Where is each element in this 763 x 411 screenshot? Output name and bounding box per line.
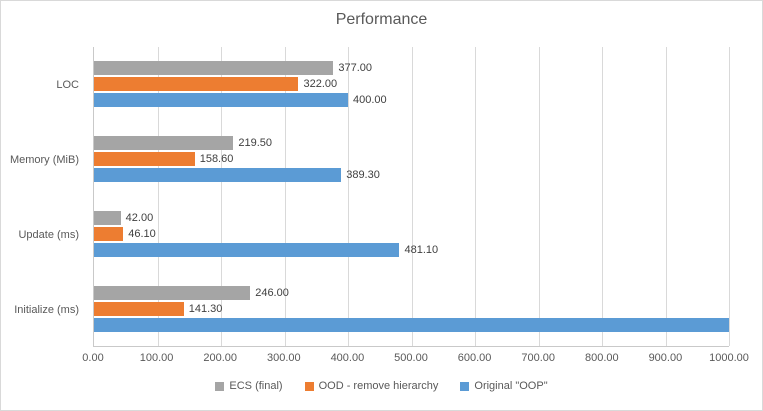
- data-label: 377.00: [338, 62, 373, 75]
- x-tick-label: 600.00: [457, 352, 492, 364]
- x-tick-label: 1000.00: [709, 352, 749, 364]
- category-label: Memory (MiB): [9, 153, 79, 166]
- bar: [94, 301, 184, 316]
- data-label: 42.00: [125, 211, 154, 224]
- gridline: [157, 47, 159, 346]
- gridline: [221, 47, 222, 346]
- bar: [94, 93, 348, 108]
- bar-row: 42.00: [94, 210, 729, 225]
- bar-row: 322.00: [94, 77, 729, 92]
- data-label: 158.60: [199, 153, 234, 166]
- legend-swatch: [304, 381, 314, 391]
- bar-row: 481.10: [94, 242, 729, 257]
- gridline: [729, 47, 730, 346]
- category-band: 219.50 158.60 389.30: [94, 122, 729, 197]
- gridline: [284, 47, 286, 346]
- category-band: 246.00 141.30: [94, 271, 729, 346]
- data-label: 389.30: [346, 169, 380, 182]
- x-tick-label: 800.00: [584, 352, 619, 364]
- bar-groups: 377.00 322.00 400.00 219.50 158.60 389.30 42.0…: [94, 47, 729, 346]
- bar: [94, 168, 342, 183]
- gridline: [665, 47, 667, 346]
- x-tick-label: 300.00: [266, 352, 301, 364]
- x-tick-label: 500.00: [394, 352, 428, 364]
- bar-row: 377.00: [94, 61, 729, 76]
- category-label: LOC: [56, 78, 79, 91]
- x-tick-label: 400.00: [330, 352, 365, 364]
- bar: [94, 226, 124, 241]
- x-tick-label: 900.00: [648, 352, 683, 364]
- gridline: [538, 47, 540, 346]
- bar: [94, 77, 299, 92]
- data-label: 246.00: [255, 286, 289, 299]
- x-tick-label: 0.00: [82, 352, 104, 364]
- chart-title: Performance: [335, 11, 428, 28]
- legend-label: OOD - remove hierarchy: [318, 380, 439, 392]
- bar: [94, 242, 400, 257]
- category-label: Initialize (ms): [14, 303, 79, 316]
- gridline: [348, 47, 349, 346]
- category-band: 377.00 322.00 400.00: [94, 47, 729, 122]
- bar: [94, 317, 729, 332]
- gridline: [475, 47, 476, 346]
- gridline: [411, 47, 413, 346]
- bar-row: 246.00: [94, 285, 729, 300]
- bar-row: 389.30: [94, 168, 729, 183]
- x-tick-label: 700.00: [521, 352, 556, 364]
- bar-row: 158.60: [94, 152, 729, 167]
- bar-row: 219.50: [94, 136, 729, 151]
- data-label: 400.00: [353, 94, 387, 107]
- category-label: Update (ms): [18, 228, 79, 241]
- bar: [94, 152, 195, 167]
- data-label: 141.30: [188, 302, 223, 315]
- legend: ECS (final) OOD - remove hierarchy Origina…: [1, 380, 762, 392]
- bar: [94, 210, 121, 225]
- legend-swatch: [215, 381, 225, 391]
- bar: [94, 136, 234, 151]
- legend-label: ECS (final): [229, 380, 283, 392]
- legend-swatch: [460, 381, 470, 391]
- bar: [94, 285, 251, 300]
- legend-item: Original "OOP": [460, 380, 548, 392]
- data-label: 46.10: [128, 227, 156, 240]
- legend-item: ECS (final): [215, 380, 283, 392]
- data-label: 219.50: [238, 137, 273, 150]
- gridline: [602, 47, 603, 346]
- category-band: 42.00 46.10 481.10: [94, 197, 729, 272]
- x-tick-label: 200.00: [203, 352, 238, 364]
- x-axis-tick-labels: 0.00 100.00 200.00 300.00 400.00 500.00 600.00…: [82, 352, 749, 368]
- legend-item: OOD - remove hierarchy: [304, 380, 439, 392]
- bar-row: 141.30: [94, 301, 729, 316]
- y-axis-category-labels: LOC Memory (MiB) Update (ms) Initialize (ms…: [1, 47, 87, 347]
- data-label: 322.00: [303, 78, 338, 91]
- bar-row: 400.00: [94, 93, 729, 108]
- plot-area: 377.00 322.00 400.00 219.50 158.60 389.30 42.0…: [93, 47, 730, 347]
- bar-row: [94, 317, 729, 332]
- legend-label: Original "OOP": [474, 380, 548, 392]
- bar-row: 46.10: [94, 226, 729, 241]
- x-tick-label: 100.00: [139, 352, 174, 364]
- bar: [94, 61, 334, 76]
- data-label: 481.10: [404, 243, 439, 256]
